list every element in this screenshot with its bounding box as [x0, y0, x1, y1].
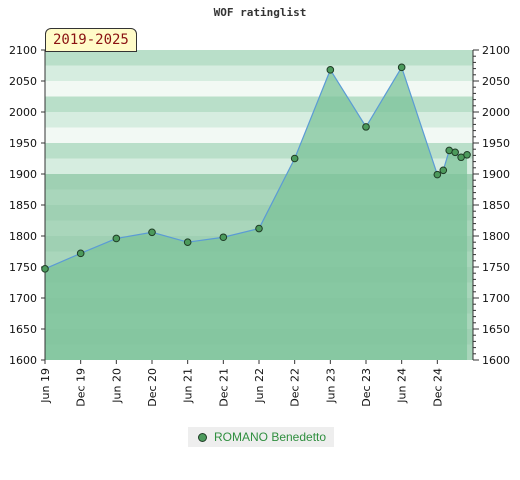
data-point: [290, 154, 299, 163]
legend-marker-icon: [198, 432, 207, 442]
x-tick-label: Dec 19: [75, 368, 88, 407]
y-tick-label-left: 1800: [9, 230, 37, 243]
x-tick-label: Jun 22: [253, 368, 266, 404]
x-tick-label: Dec 23: [360, 368, 373, 407]
y-tick-label-right: 2000: [482, 106, 510, 119]
y-tick-label-right: 1700: [482, 292, 510, 305]
axes: 1600 1600 1650 1650 1700 1700 1750 1750 1800 1800…: [9, 44, 510, 407]
background-band: [45, 81, 473, 97]
y-tick-label-left: 2050: [9, 75, 37, 88]
y-tick-label-right: 1800: [482, 230, 510, 243]
data-point: [219, 233, 228, 242]
x-tick-label: Dec 20: [146, 368, 159, 407]
background-band: [45, 50, 473, 66]
data-point: [255, 224, 263, 233]
data-point: [397, 63, 406, 72]
y-tick-label-left: 1750: [9, 261, 37, 274]
data-point: [463, 150, 471, 159]
y-tick-label-left: 1950: [9, 137, 37, 150]
data-point: [433, 170, 442, 179]
x-tick-label: Dec 21: [217, 368, 230, 407]
period-badge: 2019-2025: [45, 28, 137, 52]
y-tick-label-right: 2100: [482, 44, 510, 57]
data-point: [76, 249, 85, 258]
series-area: [45, 67, 468, 361]
y-tick-label-right: 1650: [482, 323, 510, 336]
y-tick-label-left: 1900: [9, 168, 37, 181]
x-tick-label: Jun 23: [324, 368, 337, 404]
x-tick-label: Jun 21: [182, 368, 195, 404]
y-tick-label-left: 2000: [9, 106, 37, 119]
y-tick-label-right: 1750: [482, 261, 510, 274]
data-point: [326, 66, 335, 74]
data-point: [148, 228, 156, 237]
data-point: [183, 238, 192, 246]
data-point: [362, 123, 370, 131]
y-tick-label-left: 1600: [9, 354, 37, 367]
chart-title: WOF ratinglist: [213, 6, 307, 19]
y-tick-label-right: 1900: [482, 168, 510, 181]
data-point: [112, 234, 121, 243]
y-tick-label-left: 1650: [9, 323, 37, 336]
data-points: [41, 63, 471, 273]
data-point: [451, 148, 459, 157]
legend-series-label: ROMANO Benedetto: [214, 430, 327, 444]
background-band: [45, 96, 473, 112]
x-tick-label: Dec 24: [431, 368, 444, 407]
y-tick-label-right: 1600: [482, 354, 510, 367]
data-point: [439, 166, 448, 175]
data-point: [41, 265, 49, 273]
y-tick-label-right: 1850: [482, 199, 510, 212]
x-tick-label: Jun 19: [39, 368, 52, 404]
background-band: [45, 65, 473, 81]
y-tick-label-left: 2100: [9, 44, 37, 57]
x-tick-label: Dec 22: [289, 368, 302, 407]
x-tick-label: Jun 24: [396, 368, 409, 404]
legend[interactable]: ROMANO Benedetto: [188, 427, 335, 447]
x-tick-label: Jun 20: [110, 368, 123, 404]
y-tick-label-right: 1950: [482, 137, 510, 150]
y-tick-label-right: 2050: [482, 75, 510, 88]
y-tick-label-left: 1850: [9, 199, 37, 212]
y-tick-label-left: 1700: [9, 292, 37, 305]
